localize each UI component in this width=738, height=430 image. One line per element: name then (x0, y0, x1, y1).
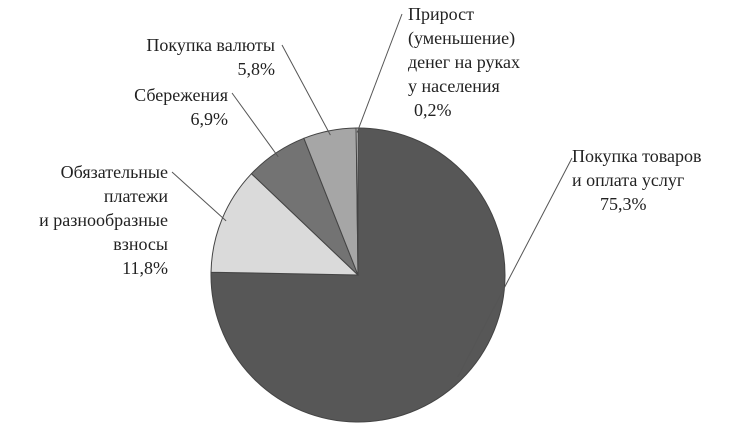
value-label: 11,8% (122, 258, 168, 278)
pie-slice (355, 127, 359, 276)
value-label: 75,3% (600, 194, 647, 214)
value-label: 0,2% (414, 100, 452, 120)
leader-line (171, 171, 227, 222)
value-label: 6,9% (190, 109, 229, 129)
slice-label: Обязательные платежи и разнообразные взн… (0, 160, 168, 280)
leader-line (457, 157, 573, 378)
slice-label: Покупка товаров и оплата услуг 75,3% (572, 144, 738, 216)
leader-line (356, 13, 403, 133)
value-label: 5,8% (237, 59, 276, 79)
category-label: Покупка валюты (146, 35, 275, 55)
category-label: Обязательные платежи и разнообразные взн… (39, 162, 168, 254)
category-label: Покупка товаров и оплата услуг (572, 146, 702, 190)
slice-label: Прирост (уменьшение) денег на руках у на… (408, 2, 578, 122)
slice-label: Сбережения 6,9% (60, 83, 228, 131)
pie-slice (210, 172, 360, 276)
category-label: Сбережения (134, 85, 228, 105)
category-label: Прирост (уменьшение) денег на руках у на… (408, 4, 520, 96)
leader-line (231, 92, 279, 158)
slice-label: Покупка валюты 5,8% (80, 33, 275, 81)
leader-line (281, 44, 331, 136)
